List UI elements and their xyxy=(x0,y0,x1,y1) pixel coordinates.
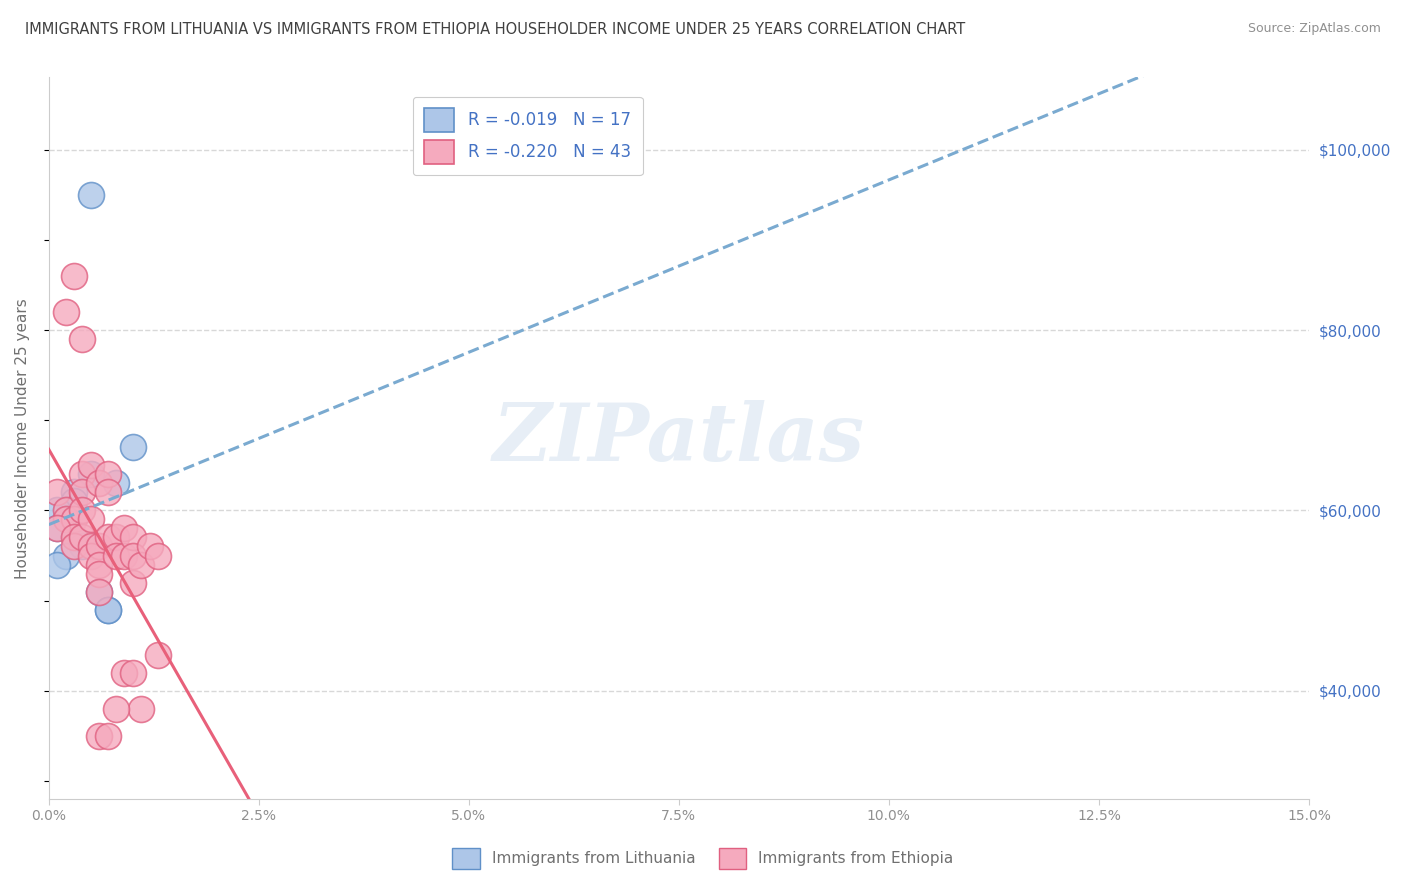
Point xyxy=(80,467,103,482)
Point xyxy=(89,558,111,572)
Point xyxy=(96,602,118,616)
Point xyxy=(55,305,77,319)
Point xyxy=(121,440,143,454)
Point xyxy=(63,494,86,508)
Point xyxy=(121,575,143,590)
Point xyxy=(104,476,127,491)
Text: Source: ZipAtlas.com: Source: ZipAtlas.com xyxy=(1247,22,1381,36)
Point xyxy=(72,503,94,517)
Text: ZIPatlas: ZIPatlas xyxy=(492,400,865,477)
Point xyxy=(80,187,103,202)
Point xyxy=(80,549,103,563)
Point xyxy=(112,549,135,563)
Point xyxy=(80,512,103,526)
Y-axis label: Householder Income Under 25 years: Householder Income Under 25 years xyxy=(15,298,30,579)
Point xyxy=(104,549,127,563)
Point xyxy=(46,521,69,535)
Point xyxy=(96,602,118,616)
Point xyxy=(55,512,77,526)
Point xyxy=(121,531,143,545)
Point xyxy=(129,558,152,572)
Point xyxy=(55,503,77,517)
Point xyxy=(121,665,143,680)
Point xyxy=(63,485,86,500)
Point xyxy=(55,512,77,526)
Point xyxy=(46,521,69,535)
Point xyxy=(63,531,86,545)
Point xyxy=(146,549,169,563)
Point xyxy=(104,531,127,545)
Point xyxy=(80,540,103,554)
Point xyxy=(72,467,94,482)
Point xyxy=(63,512,86,526)
Point xyxy=(46,558,69,572)
Point xyxy=(89,540,111,554)
Legend: Immigrants from Lithuania, Immigrants from Ethiopia: Immigrants from Lithuania, Immigrants fr… xyxy=(446,841,960,875)
Point xyxy=(89,729,111,743)
Point xyxy=(96,485,118,500)
Point xyxy=(112,521,135,535)
Text: IMMIGRANTS FROM LITHUANIA VS IMMIGRANTS FROM ETHIOPIA HOUSEHOLDER INCOME UNDER 2: IMMIGRANTS FROM LITHUANIA VS IMMIGRANTS … xyxy=(25,22,966,37)
Point xyxy=(63,540,86,554)
Point xyxy=(80,458,103,473)
Point xyxy=(72,540,94,554)
Point xyxy=(104,702,127,716)
Point xyxy=(63,531,86,545)
Point xyxy=(121,549,143,563)
Point xyxy=(46,485,69,500)
Point xyxy=(96,531,118,545)
Point xyxy=(72,531,94,545)
Point xyxy=(89,566,111,581)
Point xyxy=(96,729,118,743)
Point xyxy=(46,503,69,517)
Legend: R = -0.019   N = 17, R = -0.220   N = 43: R = -0.019 N = 17, R = -0.220 N = 43 xyxy=(413,96,643,176)
Point xyxy=(89,584,111,599)
Point xyxy=(138,540,160,554)
Point xyxy=(72,485,94,500)
Point xyxy=(55,503,77,517)
Point xyxy=(55,549,77,563)
Point xyxy=(63,268,86,283)
Point xyxy=(89,584,111,599)
Point xyxy=(96,467,118,482)
Point xyxy=(112,665,135,680)
Point xyxy=(89,476,111,491)
Point xyxy=(72,332,94,346)
Point xyxy=(129,702,152,716)
Point xyxy=(146,648,169,662)
